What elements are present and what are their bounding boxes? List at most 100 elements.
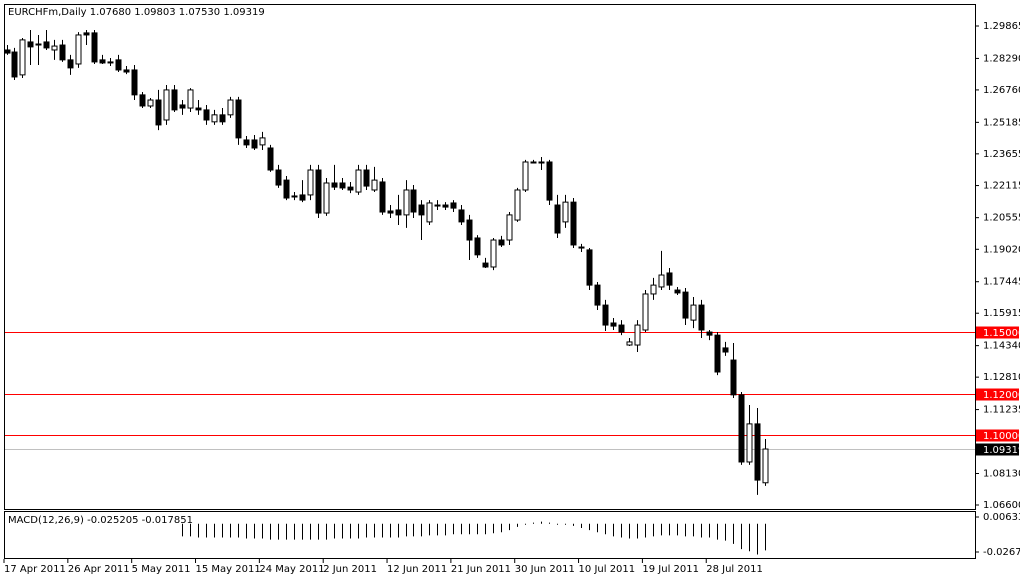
- candle-body: [179, 104, 186, 109]
- candle-body: [267, 147, 274, 171]
- candle-body: [171, 89, 178, 111]
- candle-body: [570, 201, 577, 246]
- y-tick-label: 1.14340: [983, 341, 1020, 352]
- candle-body: [323, 182, 330, 214]
- candle-body: [347, 186, 354, 191]
- y-tick-label: 1.19020: [983, 244, 1020, 255]
- candle-body: [754, 423, 761, 481]
- candle-body: [275, 169, 282, 186]
- candle-body: [514, 189, 521, 221]
- candle-body: [546, 161, 553, 201]
- x-tick-label: 30 Jun 2011: [515, 564, 575, 575]
- candle-body: [195, 107, 202, 111]
- candle-body: [139, 94, 146, 107]
- x-tick-label: 26 Apr 2011: [68, 564, 130, 575]
- level-tag: [976, 443, 1019, 456]
- y-tick-label: 1.25185: [983, 117, 1020, 128]
- candle-body: [395, 209, 402, 216]
- candle-body: [442, 204, 449, 208]
- candle-body: [418, 204, 425, 216]
- candle-body: [11, 51, 18, 78]
- y-tick-label: 1.20555: [983, 213, 1020, 224]
- chart-title: EURCHFm,Daily 1.07680 1.09803 1.07530 1.…: [8, 7, 265, 18]
- candle-body: [339, 182, 346, 189]
- candle-body: [91, 32, 98, 63]
- level-label: 1.12000: [983, 390, 1020, 401]
- x-tick-label: 28 Jul 2011: [706, 564, 763, 575]
- candle-body: [147, 99, 154, 107]
- candle-body: [331, 182, 338, 188]
- candle-body: [291, 195, 298, 198]
- y-tick-label: -0.02670: [983, 547, 1020, 558]
- candle-body: [51, 45, 58, 51]
- candle-body: [530, 161, 537, 164]
- x-tick-label: 12 Jun 2011: [387, 564, 447, 575]
- candle-body: [690, 304, 697, 321]
- candle-body: [554, 204, 561, 234]
- candle-body: [27, 41, 34, 48]
- main-frame: [4, 4, 976, 510]
- candle-body: [163, 89, 170, 121]
- x-tick-label: 21 Jun 2011: [451, 564, 511, 575]
- candle-body: [562, 201, 569, 223]
- candle-body: [283, 179, 290, 199]
- candle-body: [578, 246, 585, 249]
- candle-body: [642, 293, 649, 331]
- candle-body: [155, 99, 162, 126]
- y-tick-label: 1.22115: [983, 181, 1020, 192]
- candle-body: [722, 347, 729, 353]
- candle-body: [714, 334, 721, 373]
- candle-body: [586, 249, 593, 286]
- candle-body: [658, 274, 665, 288]
- candle-body: [107, 61, 114, 64]
- candle-body: [115, 59, 122, 71]
- level-label: 1.10000: [983, 431, 1020, 442]
- candle-body: [666, 272, 673, 286]
- candle-body: [371, 179, 378, 191]
- candle-body: [738, 394, 745, 463]
- candle-body: [594, 284, 601, 306]
- candle-body: [626, 341, 633, 346]
- y-tick-label: 0.006334: [983, 512, 1020, 523]
- candle-body: [219, 114, 226, 123]
- candle-body: [538, 161, 545, 164]
- candle-body: [83, 32, 90, 36]
- y-tick-label: 1.26760: [983, 85, 1020, 96]
- candle-body: [682, 291, 689, 319]
- candle-body: [403, 189, 410, 216]
- y-tick-label: 1.15915: [983, 308, 1020, 319]
- candle-body: [730, 359, 737, 396]
- candle-body: [19, 39, 26, 76]
- candle-body: [698, 304, 705, 331]
- candle-body: [474, 237, 481, 256]
- y-tick-label: 1.08130: [983, 469, 1020, 480]
- candle-body: [498, 239, 505, 246]
- candle-body: [67, 59, 74, 69]
- candle-body: [43, 41, 50, 49]
- y-tick-label: 1.06600: [983, 500, 1020, 511]
- candle-body: [506, 214, 513, 241]
- candle-body: [35, 43, 42, 46]
- level-label: 1.09319: [983, 445, 1020, 456]
- candle-body: [410, 189, 417, 213]
- candle-body: [650, 284, 657, 295]
- y-tick-label: 1.11235: [983, 405, 1020, 416]
- x-tick-label: 5 May 2011: [132, 564, 191, 575]
- candle-body: [299, 194, 306, 201]
- candle-body: [458, 209, 465, 223]
- y-tick-label: 1.28290: [983, 53, 1020, 64]
- macd-frame: [4, 511, 976, 559]
- candle-body: [746, 423, 753, 463]
- candle-body: [355, 169, 362, 193]
- candle-body: [610, 322, 617, 327]
- candle-body: [706, 331, 713, 336]
- candle-body: [466, 219, 473, 241]
- candle-body: [482, 262, 489, 268]
- candle-body: [762, 448, 769, 484]
- candle-body: [131, 69, 138, 96]
- candle-body: [307, 169, 314, 196]
- candle-body: [251, 139, 258, 149]
- candle-body: [243, 139, 250, 146]
- y-tick-label: 1.12810: [983, 372, 1020, 383]
